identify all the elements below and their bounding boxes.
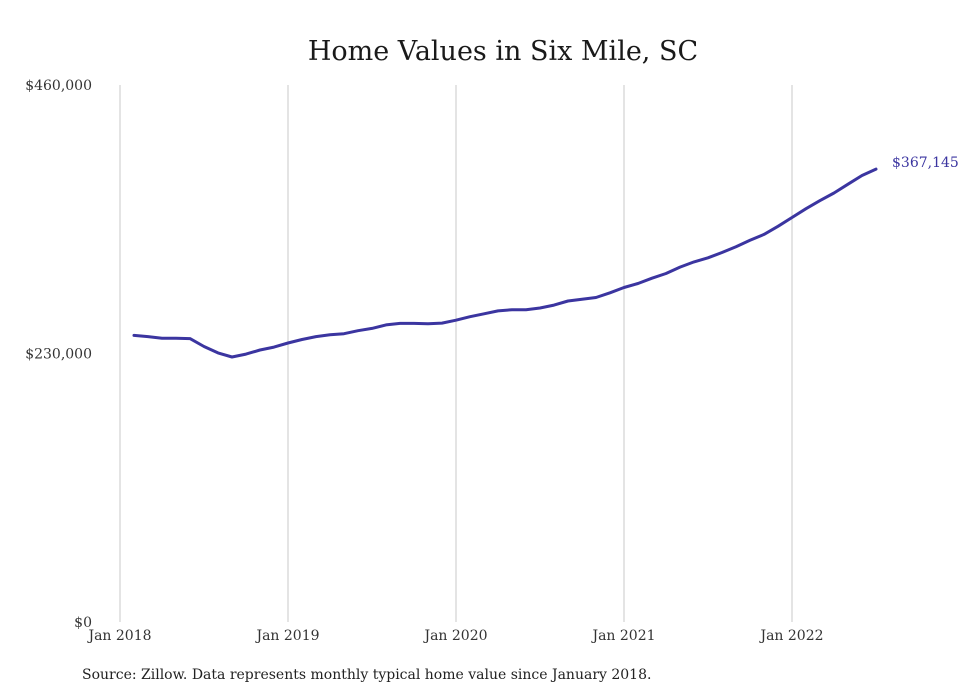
end-value-label: $367,145 xyxy=(892,155,959,171)
series-layer: $367,145 xyxy=(132,155,959,359)
y-tick-label: $230,000 xyxy=(25,347,92,363)
x-axis-ticks: Jan 2018 Jan 2019 Jan 2020 Jan 2021 Jan 2022 xyxy=(86,628,823,644)
x-tick-label: Jan 2022 xyxy=(758,628,823,644)
chart-title: Home Values in Six Mile, SC xyxy=(308,36,698,67)
x-tick-label: Jan 2019 xyxy=(254,628,319,644)
y-tick-label: $460,000 xyxy=(25,78,92,94)
x-tick-label: Jan 2020 xyxy=(422,628,487,644)
x-tick-label: Jan 2021 xyxy=(590,628,655,644)
y-tick-label: $0 xyxy=(74,615,92,631)
gridlines xyxy=(119,85,793,622)
source-note: Source: Zillow. Data represents monthly … xyxy=(82,667,652,683)
x-tick-label: Jan 2018 xyxy=(86,628,151,644)
series-line xyxy=(132,167,878,359)
line-chart: Home Values in Six Mile, SC $0 $230,000 $4… xyxy=(25,36,959,644)
y-axis-ticks: $0 $230,000 $460,000 xyxy=(25,78,92,631)
